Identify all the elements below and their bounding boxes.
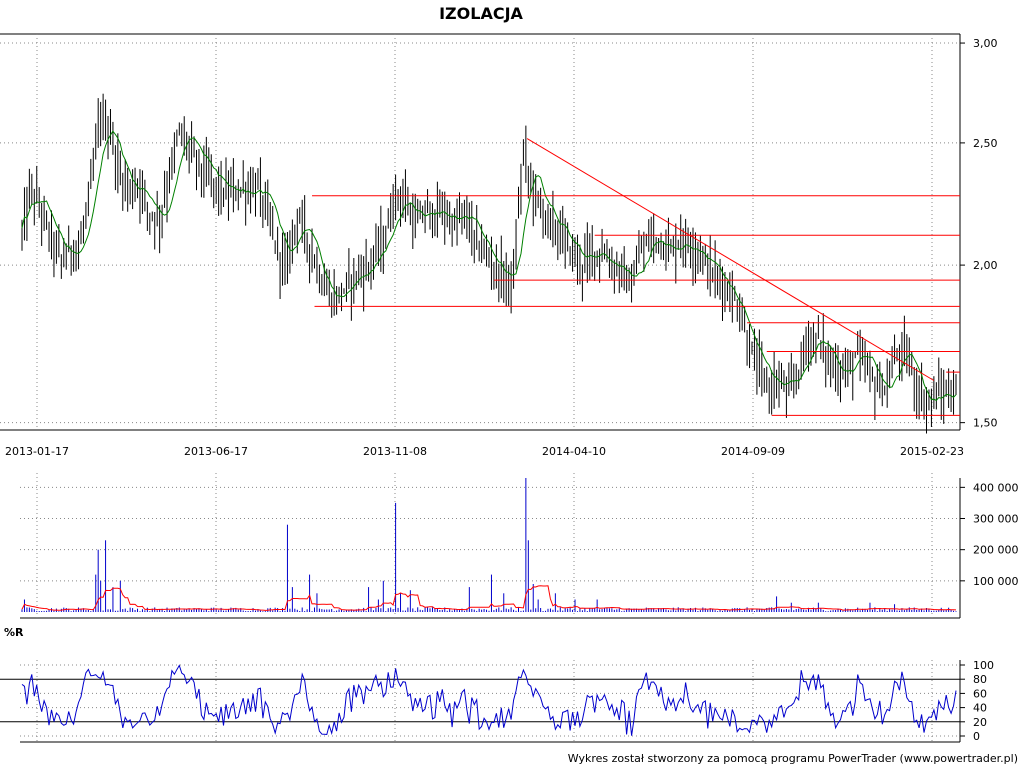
williams-r-y-tick-40: 40 xyxy=(960,702,987,715)
price-candles xyxy=(21,93,957,434)
volume-panel: 400 000 300 000 200 000 100 000 xyxy=(20,473,1019,619)
price-y-tick-label: 2,00 xyxy=(973,259,998,272)
price-panel: 3,00 2,50 2,00 1,50 2013-01-17 2013-06-1… xyxy=(0,33,998,458)
williams-r-y-ticks: 100 80 60 40 20 0 xyxy=(960,659,994,743)
volume-bars xyxy=(21,478,957,612)
volume-y-tick-400k: 400 000 xyxy=(960,481,1019,494)
williams-r-panel: %R 100 80 60 40 20 0 xyxy=(0,626,994,743)
x-tick-label: 2014-04-10 xyxy=(542,445,606,458)
date-x-ticks: 2013-01-17 2013-06-17 2013-11-08 2014-04… xyxy=(5,445,964,458)
williams-r-y-tick-60: 60 xyxy=(960,687,987,700)
x-tick-label: 2014-09-09 xyxy=(721,445,785,458)
volume-y-tick-label: 100 000 xyxy=(973,575,1019,588)
price-y-tick-label: 2,50 xyxy=(973,137,998,150)
williams-r-y-tick-label: 0 xyxy=(973,730,980,743)
price-grid xyxy=(0,34,960,430)
williams-r-title: %R xyxy=(4,626,24,639)
x-tick-label: 2013-11-08 xyxy=(363,445,427,458)
x-tick-label: 2013-06-17 xyxy=(184,445,248,458)
chart-title: IZOLACJA xyxy=(439,4,523,23)
price-y-tick-label: 3,00 xyxy=(973,37,998,50)
volume-y-tick-label: 200 000 xyxy=(973,544,1019,557)
price-y-tick-300: 3,00 xyxy=(960,37,998,50)
support-resistance-lines xyxy=(312,195,960,416)
williams-r-line xyxy=(21,664,957,736)
williams-r-y-tick-80: 80 xyxy=(960,673,987,686)
price-moving-average-line xyxy=(21,130,957,402)
footer-credit: Wykres został stworzony za pomocą progra… xyxy=(568,752,1018,765)
williams-r-y-tick-label: 80 xyxy=(973,673,987,686)
x-tick-label: 2013-01-17 xyxy=(5,445,69,458)
volume-y-tick-300k: 300 000 xyxy=(960,513,1019,526)
williams-r-y-tick-100: 100 xyxy=(960,659,994,672)
williams-r-y-tick-label: 100 xyxy=(973,659,994,672)
x-tick-label: 2015-02-23 xyxy=(900,445,964,458)
price-y-tick-250: 2,50 xyxy=(960,137,998,150)
volume-y-tick-200k: 200 000 xyxy=(960,544,1019,557)
volume-grid xyxy=(20,473,960,618)
williams-r-y-tick-0: 0 xyxy=(960,730,980,743)
volume-moving-average-line xyxy=(21,585,957,611)
volume-y-tick-100k: 100 000 xyxy=(960,575,1019,588)
price-y-ticks: 3,00 2,50 2,00 1,50 xyxy=(960,37,998,430)
volume-y-ticks: 400 000 300 000 200 000 100 000 xyxy=(960,481,1019,588)
williams-r-y-tick-20: 20 xyxy=(960,716,987,729)
williams-r-y-tick-label: 20 xyxy=(973,716,987,729)
volume-y-tick-label: 400 000 xyxy=(973,481,1019,494)
williams-r-y-tick-label: 60 xyxy=(973,687,987,700)
williams-r-grid xyxy=(20,660,960,742)
williams-r-y-tick-label: 40 xyxy=(973,702,987,715)
price-y-tick-150: 1,50 xyxy=(960,417,998,430)
price-y-tick-200: 2,00 xyxy=(960,259,998,272)
volume-y-tick-label: 300 000 xyxy=(973,513,1019,526)
downtrend-line xyxy=(526,138,935,381)
price-y-tick-label: 1,50 xyxy=(973,417,998,430)
